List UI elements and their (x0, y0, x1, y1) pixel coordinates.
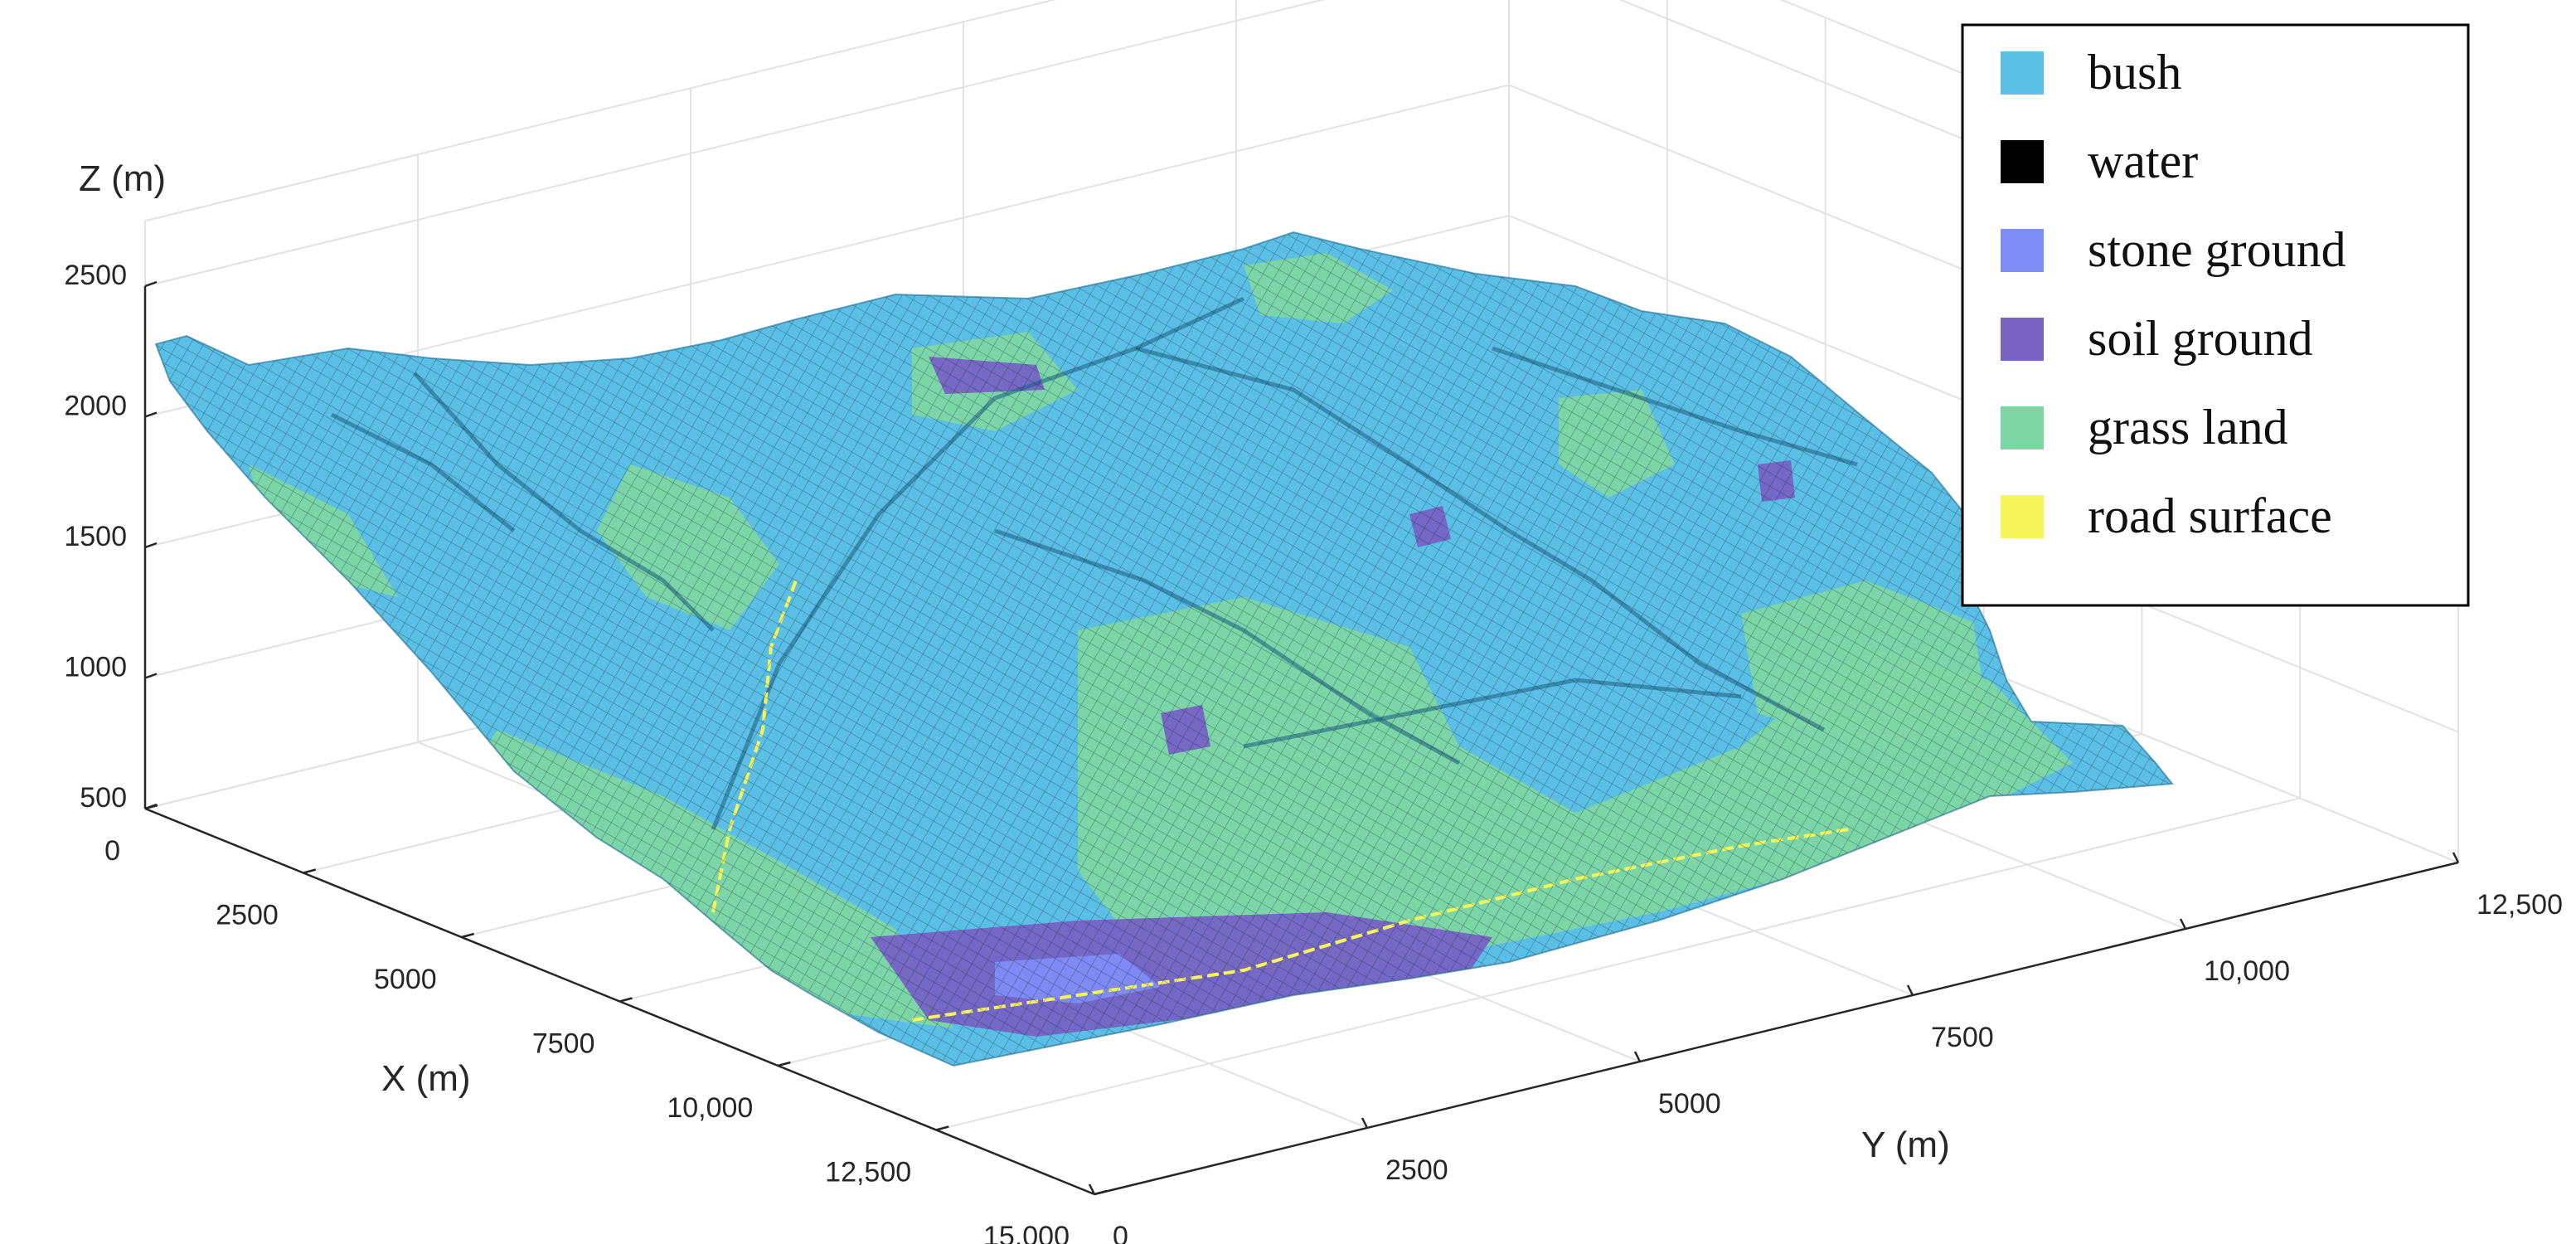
z-axis-label: Z (m) (79, 158, 166, 199)
x-tick-label: 2500 (216, 900, 279, 931)
axes: 500 1000 1500 2000 2500 0 2500 5000 7500 10,000 12… (64, 260, 2563, 1244)
x-tick-mark (619, 997, 633, 1003)
legend-label: grass land (2088, 400, 2288, 454)
y-tick-label: 0 (1113, 1221, 1128, 1244)
legend-swatch (2001, 318, 2044, 361)
legend-label: soil ground (2088, 311, 2313, 366)
z-tick-mark (144, 280, 158, 288)
legend-swatch (2001, 51, 2044, 95)
x-tick-mark (1094, 1189, 1108, 1196)
y-tick-label: 10,000 (2204, 955, 2290, 987)
x-tick-label: 0 (104, 835, 120, 867)
x-tick-label: 7500 (532, 1028, 595, 1060)
legend-item: grass land (2001, 400, 2288, 454)
z-tick-mark (144, 673, 158, 679)
x-tick-mark (935, 1125, 949, 1131)
y-tick-label: 5000 (1658, 1088, 1721, 1120)
x-axis-label: X (m) (381, 1058, 471, 1099)
y-axis-line (1094, 861, 2459, 1196)
y-tick-label: 7500 (1931, 1022, 1994, 1053)
legend-swatch (2001, 495, 2044, 538)
z-tick-label: 1000 (64, 652, 127, 683)
y-tick-mark (1361, 1117, 1369, 1129)
z-tick-mark (144, 542, 158, 549)
y-tick-mark (2452, 852, 2460, 863)
legend-item: stone ground (2001, 222, 2346, 277)
z-tick-label: 500 (80, 782, 127, 814)
legend-label: water (2088, 134, 2198, 188)
x-tick-mark (144, 804, 158, 810)
x-tick-mark (778, 1061, 791, 1067)
x-tick-label: 15,000 (983, 1221, 1070, 1244)
legend-swatch (2001, 140, 2044, 183)
x-tick-label: 5000 (374, 964, 437, 995)
z-tick-label: 1500 (64, 521, 127, 552)
y-tick-label: 2500 (1385, 1154, 1448, 1186)
y-tick-mark (1633, 1051, 1642, 1062)
legend: bush water stone ground soil ground grass la… (1961, 23, 2470, 607)
legend-label: stone ground (2088, 222, 2346, 277)
x-tick-mark (303, 868, 317, 874)
legend-swatch (2001, 406, 2044, 449)
legend-label: road surface (2088, 488, 2332, 543)
legend-item: road surface (2001, 488, 2332, 543)
legend-item: water (2001, 134, 2198, 188)
y-axis-label: Y (m) (1861, 1125, 1950, 1165)
z-tick-label: 2000 (64, 391, 127, 422)
y-tick-label: 12,500 (2477, 889, 2563, 921)
z-tick-label: 2500 (64, 260, 127, 291)
z-tick-mark (144, 411, 158, 418)
terrain-outline (154, 231, 2174, 1067)
y-tick-mark (2179, 918, 2187, 930)
x-tick-label: 10,000 (667, 1092, 753, 1124)
x-tick-label: 12,500 (825, 1157, 911, 1188)
y-tick-mark (1088, 1183, 1096, 1195)
x-tick-mark (461, 932, 474, 939)
legend-box (1961, 23, 2470, 607)
legend-swatch (2001, 229, 2044, 272)
legend-label: bush (2088, 45, 2181, 100)
legend-item: bush (2001, 45, 2181, 100)
y-tick-mark (1906, 984, 1914, 996)
legend-item: soil ground (2001, 311, 2313, 366)
